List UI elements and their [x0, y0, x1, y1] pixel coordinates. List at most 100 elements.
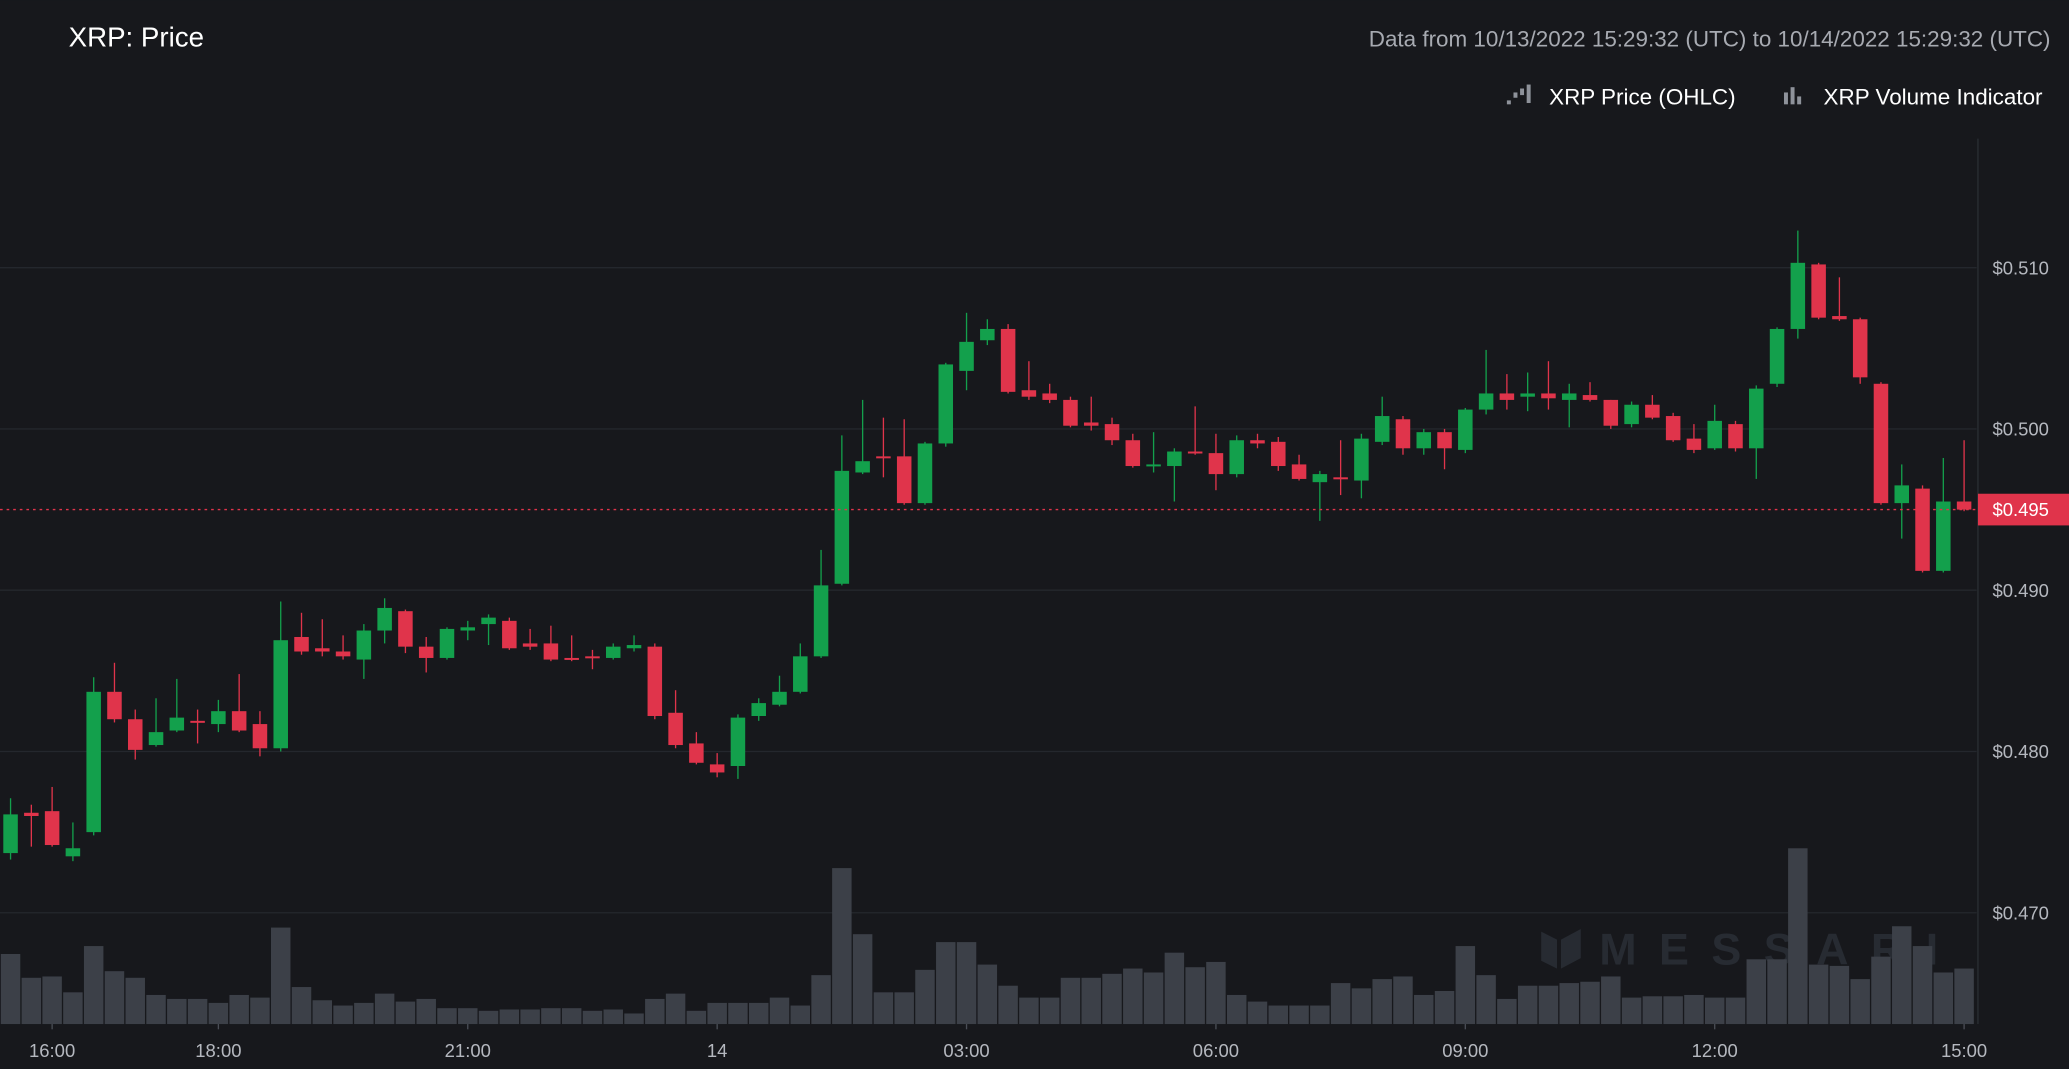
volume-bar: [1808, 964, 1829, 1025]
candle-body: [335, 651, 351, 657]
candle-body: [1520, 393, 1535, 397]
candle-body: [793, 656, 808, 692]
candle-body: [1312, 474, 1328, 483]
y-tick-label: $0.470: [1992, 902, 2049, 923]
candle-body: [231, 711, 247, 731]
volume-bar: [229, 994, 249, 1025]
x-tick-label: 16:00: [29, 1040, 75, 1061]
candle-body: [1915, 488, 1930, 571]
candle-body: [709, 764, 725, 773]
candle-body: [24, 812, 39, 816]
candle-body: [169, 717, 185, 731]
candle-body: [1769, 328, 1785, 384]
volume-bar: [1123, 968, 1143, 1025]
volume-bar: [395, 1001, 416, 1025]
candle-body: [1894, 485, 1910, 504]
x-tick-label: 12:00: [1692, 1040, 1738, 1061]
x-tick-label: 06:00: [1193, 1040, 1239, 1061]
candle-body: [1541, 393, 1556, 399]
volume-bar: [1164, 952, 1185, 1025]
candle-body: [398, 611, 413, 647]
volume-bars: [0, 848, 1974, 1025]
legend: XRP Price (OHLC) XRP Volume Indicator: [1506, 84, 2043, 109]
y-tick-label: $0.500: [1992, 419, 2049, 440]
volume-bar: [187, 998, 208, 1025]
volume-bar: [291, 987, 312, 1025]
x-tick-label: 21:00: [445, 1040, 491, 1061]
volume-bar: [541, 1008, 561, 1025]
candle-body: [605, 646, 621, 658]
volume-bar: [250, 997, 270, 1025]
candle-body: [1624, 404, 1639, 425]
volume-bar: [936, 942, 956, 1025]
candle-body: [1832, 316, 1847, 320]
candle-body: [1749, 388, 1764, 449]
watermark-logo: [1541, 929, 1581, 969]
volume-bar: [1310, 1005, 1330, 1025]
candle-body: [730, 717, 746, 767]
candle-body: [1728, 424, 1743, 449]
volume-bar: [1434, 991, 1455, 1025]
candle-body: [418, 646, 434, 658]
volume-bar: [852, 934, 873, 1025]
volume-bar: [125, 977, 145, 1025]
candle-body: [460, 627, 476, 631]
candle-body: [1021, 390, 1037, 397]
volume-bar: [1019, 997, 1039, 1025]
volume-bar: [1414, 994, 1434, 1025]
candle-body: [148, 732, 164, 746]
volume-bar: [1725, 997, 1746, 1025]
volume-bar: [146, 994, 166, 1025]
volume-bar: [42, 976, 62, 1025]
volume-bar: [1143, 972, 1164, 1025]
axes: $0.470 $0.480 $0.490 $0.500 $0.510 16:00 18:00…: [0, 257, 2069, 1061]
volume-bar: [561, 1008, 582, 1025]
volume-bar: [873, 992, 894, 1025]
volume-bar: [270, 927, 291, 1025]
candle-body: [1146, 464, 1161, 467]
volume-bar: [167, 998, 187, 1025]
candle-body: [1187, 451, 1203, 454]
x-tick-label: 14: [707, 1040, 728, 1061]
candle-body: [834, 470, 850, 584]
candle-body: [273, 640, 288, 749]
y-tick-label: $0.480: [1992, 741, 2049, 762]
last-price-box: [1977, 493, 2069, 526]
candle-body: [481, 617, 496, 625]
volume-bar: [1684, 994, 1704, 1025]
volume-bar: [499, 1009, 520, 1025]
volume-bar: [1455, 946, 1476, 1025]
candle-body: [1499, 393, 1515, 400]
candle-body: [647, 646, 663, 717]
candle-body: [938, 364, 954, 444]
volume-bar: [208, 1002, 229, 1025]
volume-bar: [977, 964, 998, 1025]
candle-body: [356, 630, 372, 660]
volume-bar: [1912, 946, 1933, 1025]
candle-body: [1852, 319, 1868, 378]
volume-bar: [83, 946, 104, 1025]
y-tick-label: $0.510: [1992, 257, 2049, 278]
candle-body: [1000, 328, 1016, 392]
volume-bar: [645, 998, 665, 1025]
candle-body: [1063, 399, 1078, 426]
candle-body: [689, 743, 704, 763]
candle-body: [564, 657, 579, 660]
candle-body: [1437, 432, 1452, 449]
volume-bar: [1330, 983, 1351, 1025]
volume-bar: [686, 1010, 707, 1025]
legend-label[interactable]: XRP Price (OHLC): [1549, 84, 1735, 109]
candle-body: [1083, 422, 1099, 426]
volume-bar: [790, 1005, 811, 1025]
candle-body: [65, 848, 81, 857]
volume-bar: [1039, 997, 1060, 1025]
legend-label[interactable]: XRP Volume Indicator: [1824, 84, 2043, 109]
volume-bar: [478, 1010, 499, 1025]
candle-body: [252, 724, 268, 749]
candle-body: [1561, 393, 1577, 400]
volume-bar: [1621, 997, 1642, 1025]
last-price-label: $0.495: [1992, 499, 2049, 520]
volume-bar: [915, 969, 935, 1025]
candle-body: [1125, 440, 1141, 467]
candle-body: [896, 456, 912, 504]
